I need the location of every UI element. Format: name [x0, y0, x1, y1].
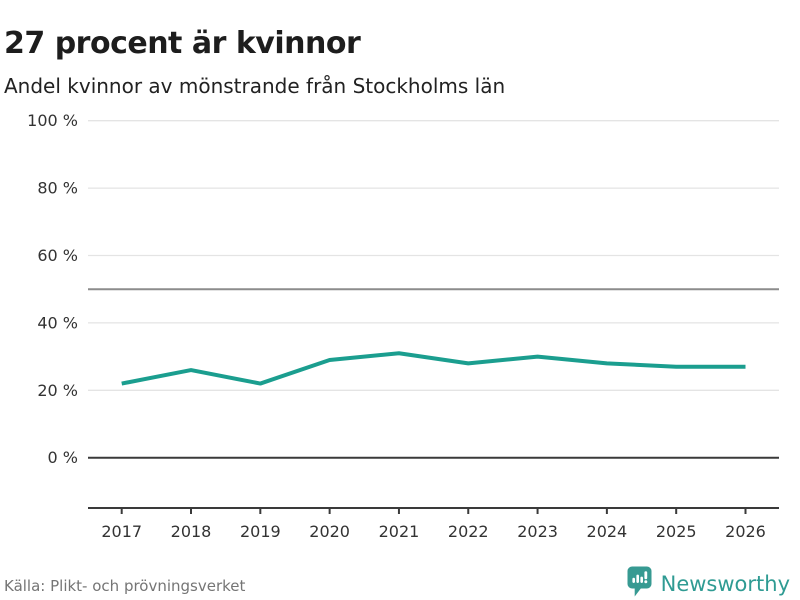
- x-tick-label: 2017: [101, 522, 142, 541]
- brand-name: Newsworthy: [660, 571, 790, 596]
- x-tick-label: 2023: [517, 522, 558, 541]
- y-tick-label: 80 %: [37, 179, 78, 198]
- x-tick-label: 2025: [656, 522, 697, 541]
- x-tick-label: 2018: [171, 522, 212, 541]
- y-tick-label: 40 %: [37, 313, 78, 332]
- source-note: Källa: Plikt- och prövningsverket: [4, 577, 246, 595]
- x-tick-label: 2022: [448, 522, 489, 541]
- x-tick-label: 2019: [240, 522, 281, 541]
- y-tick-label: 20 %: [37, 381, 78, 400]
- x-tick-label: 2021: [379, 522, 420, 541]
- newsworthy-icon: [627, 566, 652, 600]
- x-tick-label: 2024: [587, 522, 628, 541]
- y-tick-label: 100 %: [27, 111, 78, 130]
- x-tick-label: 2020: [309, 522, 350, 541]
- x-tick-label: 2026: [725, 522, 766, 541]
- page-subtitle: Andel kvinnor av mönstrande från Stockho…: [4, 74, 506, 98]
- brand-logo: Newsworthy: [627, 566, 790, 600]
- page-title: 27 procent är kvinnor: [4, 26, 361, 62]
- y-tick-label: 60 %: [37, 246, 78, 265]
- y-tick-label: 0 %: [48, 448, 78, 467]
- data-line: [121, 351, 746, 386]
